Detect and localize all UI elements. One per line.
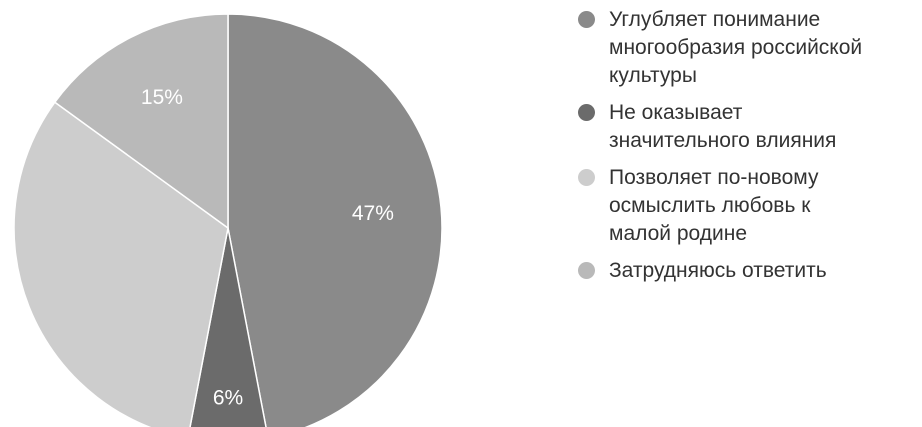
legend-label: Затрудняюсь ответить — [609, 259, 827, 282]
legend-swatch-icon — [578, 262, 595, 279]
legend-label: Позволяет по-новому осмыслить любовь к м… — [609, 166, 819, 245]
legend-item-2: Позволяет по-новому осмыслить любовь к м… — [578, 164, 922, 248]
pie-slice-0 — [227, 13, 443, 427]
legend-item-3: Затрудняюсь ответить — [578, 257, 922, 285]
slice-value-label-0: 47% — [352, 202, 394, 225]
legend-swatch-icon — [578, 11, 595, 28]
slice-value-label-3: 15% — [141, 86, 183, 109]
legend-label: Углубляет понимание многообразия российс… — [609, 8, 863, 87]
pie-slice-3 — [53, 13, 229, 230]
legend-label: Не оказывает значительного влияния — [609, 101, 837, 152]
pie-chart-svg: 47% 6% 15% — [13, 13, 443, 427]
pie-slice-1 — [189, 227, 267, 427]
legend-swatch-icon — [578, 104, 595, 121]
pie-chart: 47% 6% 15% — [13, 13, 443, 427]
slice-value-label-1: 6% — [213, 387, 243, 410]
legend-item-0: Углубляет понимание многообразия российс… — [578, 6, 922, 90]
legend-swatch-icon — [578, 169, 595, 186]
pie-slice-2 — [13, 101, 229, 427]
chart-legend: Углубляет понимание многообразия российс… — [578, 6, 922, 294]
legend-item-1: Не оказывает значительного влияния — [578, 99, 922, 155]
